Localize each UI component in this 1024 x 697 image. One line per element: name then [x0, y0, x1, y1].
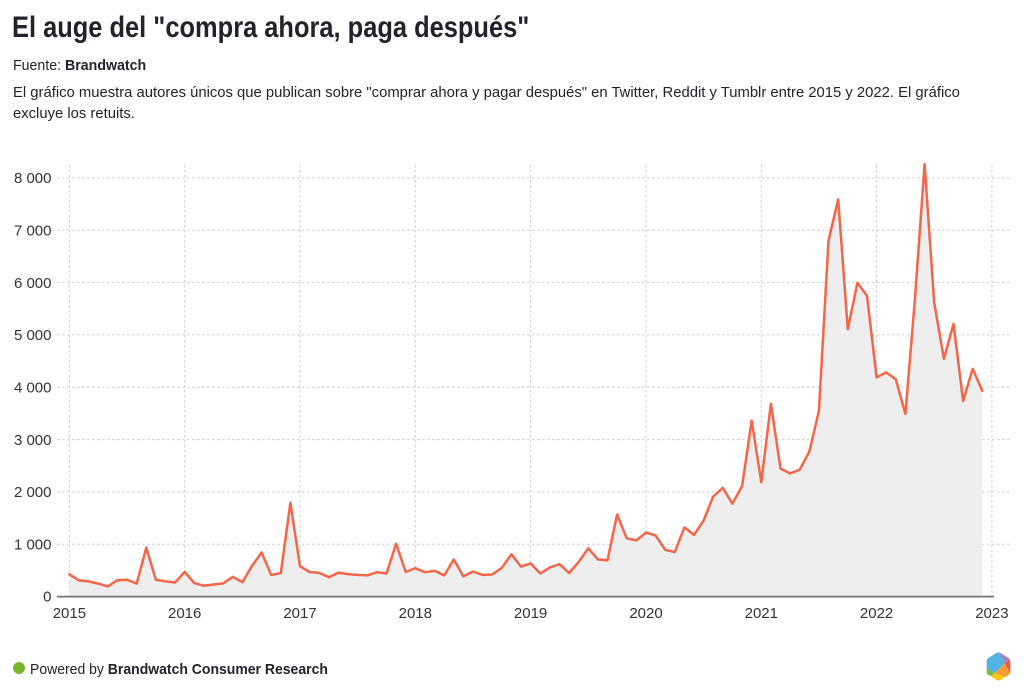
svg-text:2020: 2020: [629, 605, 662, 622]
svg-text:2018: 2018: [399, 605, 432, 622]
svg-text:5 000: 5 000: [14, 327, 52, 344]
svg-text:2022: 2022: [860, 605, 893, 622]
svg-text:0: 0: [43, 589, 51, 606]
svg-text:2016: 2016: [168, 605, 201, 622]
svg-text:4 000: 4 000: [14, 379, 52, 396]
svg-text:1 000: 1 000: [14, 536, 52, 553]
svg-text:3 000: 3 000: [14, 432, 52, 449]
svg-text:2 000: 2 000: [14, 484, 52, 501]
svg-text:2023: 2023: [975, 605, 1008, 622]
svg-text:2017: 2017: [283, 605, 316, 622]
svg-text:7 000: 7 000: [14, 223, 52, 240]
svg-text:2021: 2021: [745, 605, 778, 622]
svg-text:8 000: 8 000: [14, 170, 52, 187]
svg-text:2019: 2019: [514, 605, 547, 622]
svg-text:2015: 2015: [53, 605, 86, 622]
svg-text:6 000: 6 000: [14, 275, 52, 292]
